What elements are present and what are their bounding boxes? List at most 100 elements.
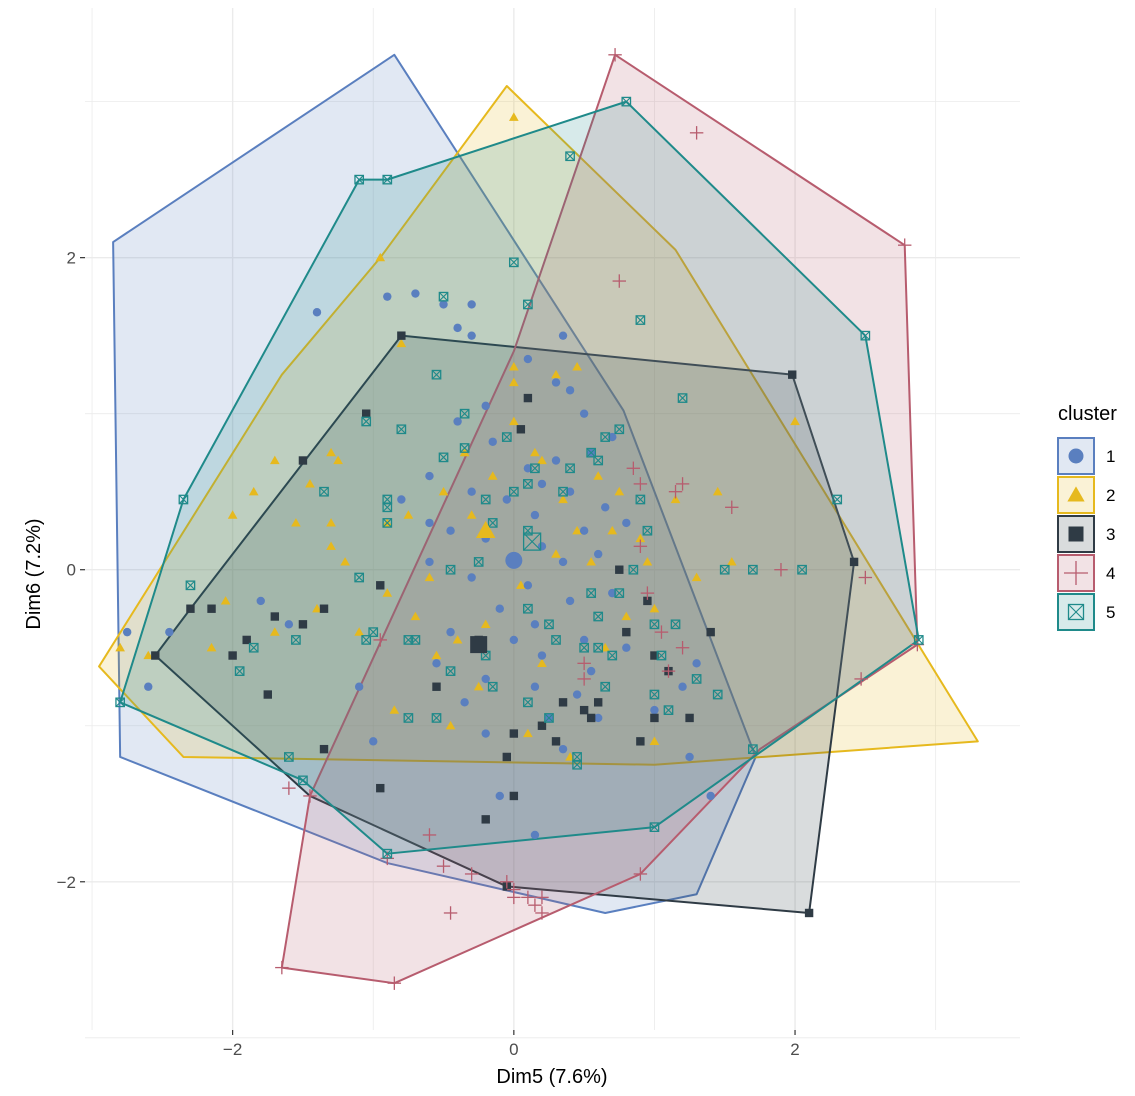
- cluster-4-point: [668, 484, 683, 499]
- cluster-1-point: [622, 518, 631, 528]
- cluster-5-point: [185, 580, 196, 591]
- cluster-2-point: [424, 572, 435, 582]
- cluster-2-point: [509, 377, 519, 387]
- cluster-1-point: [558, 331, 568, 340]
- cluster-5-point: [291, 635, 301, 645]
- cluster-5-point: [382, 518, 393, 528]
- legend-key: [1057, 515, 1095, 553]
- cluster-3-point: [319, 744, 329, 754]
- cluster-4-point: [436, 859, 451, 873]
- cluster-2-point: [593, 471, 604, 480]
- cluster-5-point: [508, 486, 519, 497]
- cluster-2-point: [523, 728, 533, 738]
- cluster-1-point: [586, 666, 596, 676]
- cluster-3-point: [502, 752, 512, 762]
- legend-label: 5: [1106, 603, 1115, 622]
- cluster-1-point: [685, 752, 694, 762]
- cluster-1-centroid: [505, 551, 523, 569]
- cluster-2-point: [466, 510, 477, 519]
- cluster-1-point: [495, 791, 504, 801]
- cluster-1-point: [551, 456, 561, 465]
- cluster-1-point: [579, 526, 589, 535]
- cluster-1-point: [537, 542, 547, 551]
- cluster-2-point: [206, 642, 217, 652]
- cluster-5-point: [445, 666, 456, 676]
- cluster-1-point: [446, 627, 455, 637]
- cluster-2-point: [438, 486, 449, 496]
- y-axis-title: Dim6 (7.2%): [23, 518, 45, 629]
- cluster-3-point: [151, 651, 160, 660]
- cluster-1-point: [453, 417, 462, 426]
- cluster-4-point: [854, 672, 868, 686]
- cluster-2-point: [551, 369, 561, 379]
- cluster-1-point: [122, 627, 132, 637]
- cluster-5-centroid: [522, 532, 542, 551]
- cluster-5-point: [719, 564, 730, 575]
- cluster-3-point: [593, 698, 603, 707]
- cluster-3-point: [362, 409, 371, 418]
- cluster-4-point: [577, 672, 591, 686]
- cluster-2-point: [291, 518, 301, 527]
- cluster-4-point: [422, 828, 437, 842]
- cluster-5-point: [523, 479, 533, 489]
- legend-marker: [1064, 561, 1088, 585]
- cluster-4-point: [387, 976, 402, 990]
- cluster-5-point: [544, 713, 554, 723]
- cluster-2-point: [269, 627, 280, 636]
- cluster-5-point: [354, 174, 365, 185]
- cluster-5-point: [368, 627, 379, 637]
- cluster-1-point: [530, 830, 540, 840]
- cluster-1-point: [650, 705, 659, 715]
- cluster-2-point: [375, 252, 386, 262]
- cluster-4-point: [633, 539, 648, 554]
- cluster-1-point: [593, 549, 603, 559]
- data-points: [115, 48, 925, 990]
- cluster-1-point: [432, 659, 441, 668]
- cluster-5-point: [593, 455, 604, 466]
- cluster-4-point: [661, 664, 676, 678]
- cluster-2-point: [445, 720, 456, 730]
- cluster-3-centroid: [470, 636, 488, 654]
- cluster-5-point: [298, 775, 308, 786]
- cluster-2-point: [312, 603, 322, 613]
- cluster-5-point: [635, 494, 646, 505]
- cluster-1-point: [425, 557, 434, 567]
- cluster-5-point: [523, 697, 533, 708]
- cluster-5-point: [459, 443, 470, 453]
- cluster-5-point: [382, 502, 393, 513]
- cluster-5-point: [797, 564, 807, 575]
- cluster-5-point: [614, 588, 625, 598]
- cluster-3-point: [788, 370, 797, 379]
- legend-label: 1: [1106, 447, 1115, 466]
- cluster-1-point: [608, 432, 617, 442]
- cluster-1-point: [537, 479, 547, 489]
- cluster-2-point: [635, 533, 646, 543]
- cluster-5-point: [403, 635, 414, 645]
- cluster-1-point: [565, 596, 575, 606]
- cluster-1-point: [481, 401, 490, 411]
- legend-title: cluster: [1058, 403, 1117, 425]
- cluster-2-point: [621, 611, 632, 621]
- cluster-1-point: [354, 682, 364, 691]
- cluster-4-point: [858, 570, 873, 585]
- cluster-2-point: [586, 557, 596, 566]
- cluster-2-point: [452, 635, 463, 644]
- cluster-5-point: [544, 619, 554, 630]
- cluster-5-point: [115, 697, 126, 708]
- cluster-5-point: [649, 689, 660, 700]
- cluster-3-point: [636, 737, 645, 746]
- cluster-5-point: [403, 713, 414, 723]
- cluster-4-point: [535, 906, 549, 920]
- legend-item-5: 5: [1057, 593, 1115, 631]
- cluster-2-point: [537, 455, 547, 465]
- cluster-2-point: [509, 362, 519, 371]
- cluster-1-point: [383, 292, 392, 301]
- cluster-1-point: [579, 409, 589, 418]
- cluster-3-point: [509, 729, 519, 738]
- cluster-3-point: [376, 783, 385, 793]
- cluster-1-point: [425, 471, 434, 481]
- cluster-5-point: [712, 689, 723, 700]
- cluster-5-point: [382, 848, 393, 859]
- cluster-5-point: [480, 494, 491, 505]
- cluster-2-point: [558, 494, 568, 504]
